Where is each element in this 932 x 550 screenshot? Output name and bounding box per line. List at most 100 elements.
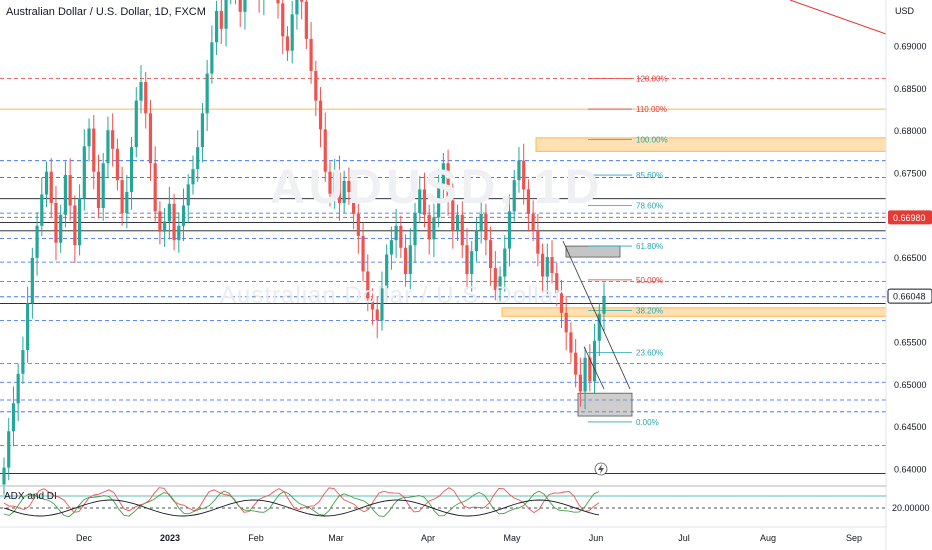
candle — [394, 225, 398, 241]
price-axis — [886, 0, 932, 550]
candle — [181, 205, 186, 226]
candle — [517, 160, 521, 181]
candle — [2, 467, 6, 485]
candle — [460, 214, 464, 246]
adx-line — [3, 499, 600, 517]
currency-label: USD — [895, 6, 915, 16]
candle — [441, 163, 445, 187]
candle — [536, 230, 540, 254]
indicator-axis-label: 20.00000 — [892, 503, 930, 513]
time-label: Apr — [421, 533, 435, 543]
grey-zone-upper — [565, 245, 621, 258]
candle — [342, 180, 346, 203]
candle — [11, 403, 16, 432]
candle — [295, 0, 299, 15]
wedge-line — [583, 346, 605, 390]
candle — [323, 129, 327, 172]
candle — [139, 82, 143, 101]
candle — [129, 147, 134, 192]
candle — [574, 352, 578, 375]
candle — [545, 257, 549, 277]
candle — [59, 214, 63, 243]
candle — [455, 214, 460, 231]
candle — [389, 240, 394, 255]
candle — [163, 221, 167, 232]
candle — [281, 3, 285, 37]
candle — [300, 0, 304, 2]
price-tick-label: 0.69000 — [894, 42, 927, 52]
candle — [243, 0, 247, 12]
candle — [512, 180, 516, 212]
candle — [318, 100, 323, 130]
trend-line — [789, 0, 887, 35]
candle — [172, 203, 176, 241]
price-tag-label: 0.66980 — [893, 213, 926, 223]
watermark-symbol: AUDUSD, 1D — [270, 161, 604, 214]
time-label: May — [503, 533, 521, 543]
candle — [583, 357, 587, 392]
candle — [484, 213, 488, 241]
candle — [290, 14, 294, 51]
candle — [498, 276, 502, 291]
price-tick-label: 0.65500 — [894, 337, 927, 347]
candle — [82, 146, 86, 198]
price-tag — [887, 288, 932, 304]
candle — [522, 160, 526, 190]
candle — [418, 189, 422, 214]
candle — [370, 298, 375, 310]
candle — [148, 113, 153, 164]
candle — [125, 191, 129, 214]
candle — [87, 128, 91, 147]
candle — [432, 217, 436, 240]
candle — [474, 230, 479, 252]
candle — [408, 245, 412, 274]
di-minus-line — [3, 487, 600, 514]
fib-label: 38.20% — [636, 306, 663, 315]
candle — [304, 1, 308, 39]
candle — [153, 163, 157, 212]
fib-label: 78.60% — [636, 201, 663, 210]
candle — [451, 200, 455, 231]
candle — [214, 10, 219, 43]
candle — [101, 163, 105, 209]
price-tag — [888, 210, 932, 225]
candle — [333, 172, 337, 194]
candle — [592, 340, 597, 382]
candle — [526, 189, 531, 214]
price-tick-label: 0.68000 — [894, 126, 927, 136]
fib-label: 100.00% — [636, 136, 668, 145]
candle — [200, 113, 205, 148]
fib-label: 85.60% — [636, 171, 663, 180]
candle — [92, 128, 96, 172]
candle — [54, 202, 58, 243]
candle — [559, 293, 564, 313]
time-label: Aug — [760, 533, 776, 543]
candle — [602, 295, 606, 314]
candle — [96, 171, 101, 209]
wedge-line — [562, 240, 631, 390]
di-plus-line — [3, 490, 600, 518]
fib-label: 61.80% — [636, 242, 663, 251]
candle — [224, 0, 228, 29]
candle — [16, 373, 20, 404]
time-label: Feb — [248, 533, 264, 543]
candle — [564, 312, 568, 333]
price-tick-label: 0.66500 — [894, 253, 927, 263]
candle — [238, 0, 242, 12]
candle — [493, 268, 497, 291]
candle — [21, 350, 25, 374]
candle — [479, 213, 483, 231]
price-tick-label: 0.68500 — [894, 84, 927, 94]
candle — [309, 38, 313, 72]
price-tick-label: 0.65000 — [894, 380, 927, 390]
candle — [427, 214, 431, 240]
candle — [465, 245, 469, 274]
candle — [314, 71, 318, 101]
candle — [144, 82, 148, 114]
candle — [276, 0, 280, 4]
candle — [205, 73, 209, 114]
candle — [26, 303, 30, 351]
candle — [134, 100, 138, 148]
candle — [77, 197, 82, 246]
